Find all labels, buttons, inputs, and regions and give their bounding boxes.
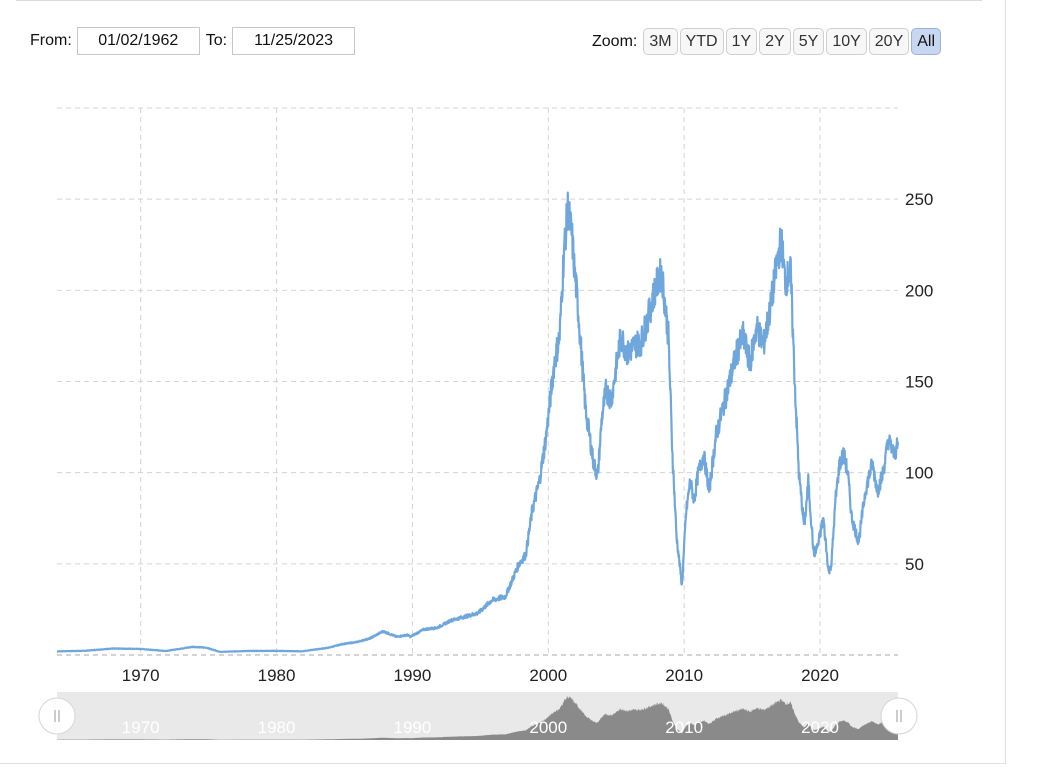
handle-circle[interactable] <box>880 697 918 735</box>
chart-frame <box>0 0 1006 764</box>
navigator-tick-label: 2020 <box>801 718 839 737</box>
x-tick-label: 2020 <box>801 666 839 685</box>
navigator-tick-label: 2010 <box>665 718 703 737</box>
stock-line-chart: 1970 1980 1990 2000 2010 2020 50100150200250 … <box>38 107 933 740</box>
x-tick-label: 1990 <box>394 666 432 685</box>
x-tick-label: 1980 <box>258 666 296 685</box>
y-tick-label: 150 <box>905 373 933 392</box>
x-tick-label: 2000 <box>529 666 567 685</box>
zoom-label: Zoom: <box>592 32 638 50</box>
from-date-input[interactable]: 01/02/1962 <box>76 27 200 55</box>
navigator-tick-label: 1980 <box>258 718 296 737</box>
date-range-selector: From: 01/02/1962 To: 11/25/2023 <box>30 27 361 55</box>
y-tick-label: 50 <box>905 555 924 574</box>
zoom-button-2y[interactable]: 2Y <box>759 28 791 55</box>
navigator-tick-label: 1990 <box>394 718 432 737</box>
zoom-button-20y[interactable]: 20Y <box>868 28 910 55</box>
zoom-selector: Zoom: 3M YTD 1Y 2Y 5Y 10Y 20Y All <box>592 28 943 55</box>
zoom-button-1y[interactable]: 1Y <box>725 28 758 55</box>
y-tick-label: 100 <box>905 464 933 483</box>
navigator-tick-label: 1970 <box>122 718 160 737</box>
navigator-tick-label: 2000 <box>529 718 567 737</box>
from-label: From: <box>30 32 72 49</box>
x-axis-ticks: 1970 1980 1990 2000 2010 2020 <box>122 666 839 685</box>
handle-circle[interactable] <box>38 697 76 735</box>
grid-lines <box>57 107 898 655</box>
zoom-button-ytd[interactable]: YTD <box>679 28 724 55</box>
x-tick-label: 2010 <box>665 666 703 685</box>
to-label: To: <box>205 32 228 49</box>
price-line <box>56 191 900 654</box>
navigator-right-handle[interactable] <box>880 697 918 735</box>
top-divider <box>16 0 982 1</box>
x-tick-label: 1970 <box>122 666 160 685</box>
zoom-button-all[interactable]: All <box>911 28 942 55</box>
navigator-ticks: 1970 1980 1990 2000 2010 2020 <box>122 718 839 737</box>
to-date-input[interactable]: 11/25/2023 <box>232 27 356 55</box>
zoom-button-3m[interactable]: 3M <box>643 28 678 55</box>
zoom-button-5y[interactable]: 5Y <box>792 28 825 55</box>
y-tick-label: 250 <box>905 190 933 209</box>
navigator-left-handle[interactable] <box>38 697 76 735</box>
zoom-button-10y[interactable]: 10Y <box>826 28 867 55</box>
y-tick-label: 200 <box>905 281 933 300</box>
y-axis-ticks: 50 100 150 200 250 <box>905 190 933 574</box>
navigator-series-area <box>57 695 898 740</box>
